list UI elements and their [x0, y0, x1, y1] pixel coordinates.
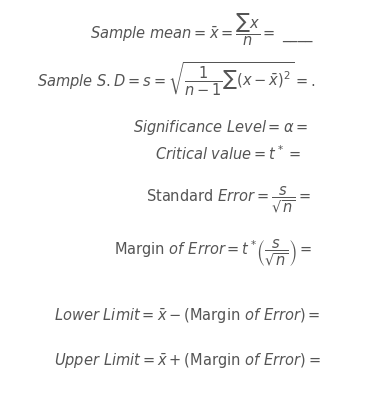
Text: $\mathit{Sample\ S.D} = s = \sqrt{\dfrac{1}{n-1}\sum(x - \bar{x})^2} = .$: $\mathit{Sample\ S.D} = s = \sqrt{\dfrac… — [37, 60, 315, 98]
Text: $\mathit{Upper\ Limit} = \bar{x} + (\mathrm{Margin}\ \mathit{of\ Error}) =$: $\mathit{Upper\ Limit} = \bar{x} + (\mat… — [53, 352, 321, 371]
Text: $\mathrm{Standard}\ \mathit{Error} = \dfrac{s}{\sqrt{n}} =$: $\mathrm{Standard}\ \mathit{Error} = \df… — [145, 184, 311, 215]
Text: $\mathrm{Margin}\ \mathit{of\ Error} = t^*\!\left(\dfrac{s}{\sqrt{n}}\right) =$: $\mathrm{Margin}\ \mathit{of\ Error} = t… — [114, 238, 312, 269]
Text: $\mathit{Sample\ mean} = \bar{x} = \dfrac{\sum x}{n} =$ ____: $\mathit{Sample\ mean} = \bar{x} = \dfra… — [90, 11, 314, 48]
Text: $\mathit{Significance\ Level} = \alpha =$: $\mathit{Significance\ Level} = \alpha =… — [133, 118, 308, 137]
Text: $\mathit{Critical\ value} = t^* =$: $\mathit{Critical\ value} = t^* =$ — [155, 144, 301, 163]
Text: $\mathit{Lower\ Limit} = \bar{x} - (\mathrm{Margin}\ \mathit{of\ Error}) =$: $\mathit{Lower\ Limit} = \bar{x} - (\mat… — [54, 307, 320, 326]
